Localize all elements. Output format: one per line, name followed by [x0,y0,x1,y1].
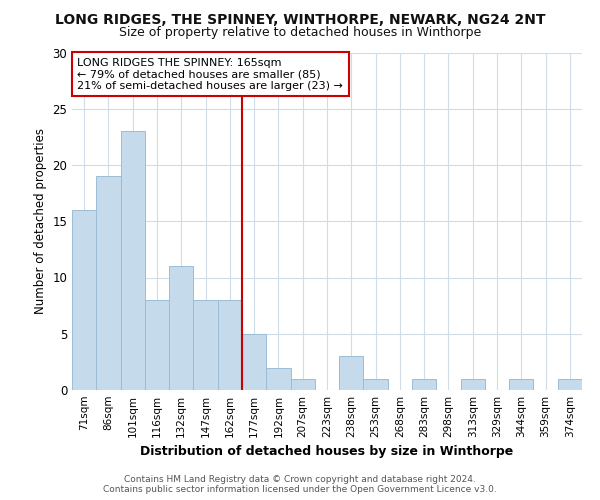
Bar [339,356,364,390]
Bar [412,379,436,390]
Bar [364,379,388,390]
Bar [242,334,266,390]
Bar [169,266,193,390]
Bar [290,379,315,390]
Bar [218,300,242,390]
Bar [145,300,169,390]
Text: Size of property relative to detached houses in Winthorpe: Size of property relative to detached ho… [119,26,481,39]
X-axis label: Distribution of detached houses by size in Winthorpe: Distribution of detached houses by size … [140,446,514,458]
Bar [72,210,96,390]
Bar [558,379,582,390]
Bar [121,131,145,390]
Text: Contains HM Land Registry data © Crown copyright and database right 2024.
Contai: Contains HM Land Registry data © Crown c… [103,474,497,494]
Bar [193,300,218,390]
Bar [266,368,290,390]
Bar [509,379,533,390]
Y-axis label: Number of detached properties: Number of detached properties [34,128,47,314]
Text: LONG RIDGES THE SPINNEY: 165sqm
← 79% of detached houses are smaller (85)
21% of: LONG RIDGES THE SPINNEY: 165sqm ← 79% of… [77,58,343,91]
Bar [96,176,121,390]
Text: LONG RIDGES, THE SPINNEY, WINTHORPE, NEWARK, NG24 2NT: LONG RIDGES, THE SPINNEY, WINTHORPE, NEW… [55,12,545,26]
Bar [461,379,485,390]
